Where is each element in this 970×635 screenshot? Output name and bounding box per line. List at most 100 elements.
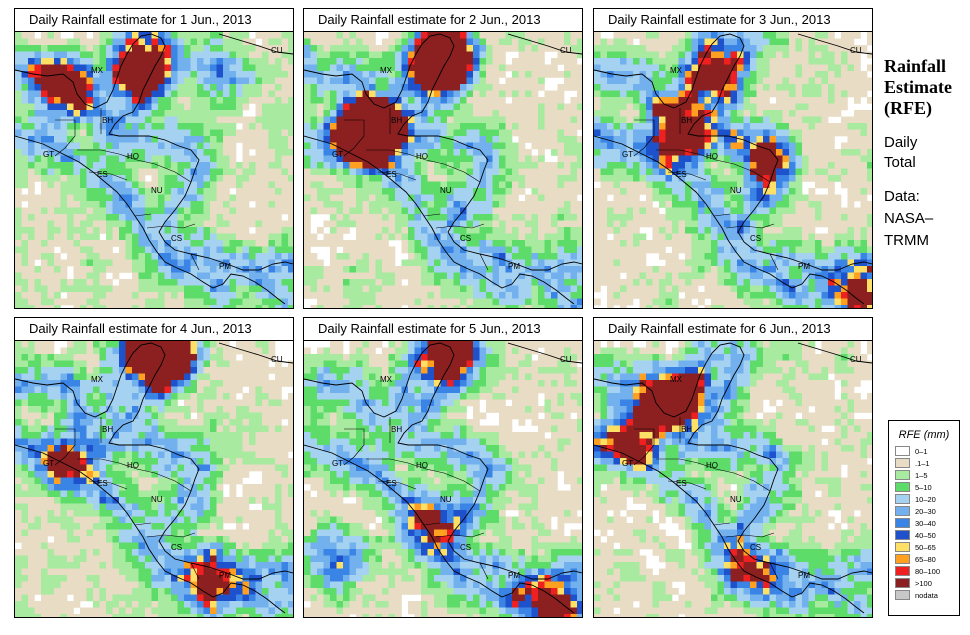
panel-title: Daily Rainfall estimate for 4 Jun., 2013 (15, 318, 293, 341)
country-label-cu: CU (271, 355, 283, 364)
country-label-gt: GT (43, 459, 55, 468)
country-label-ho: HO (706, 461, 718, 470)
period-line-2: Total (884, 154, 916, 171)
country-label-es: ES (386, 479, 397, 488)
map-panel-day-3: Daily Rainfall estimate for 3 Jun., 2013… (593, 8, 873, 309)
legend-swatch (895, 458, 910, 468)
legend-label: 0–1 (915, 446, 928, 456)
panel-title: Daily Rainfall estimate for 3 Jun., 2013 (594, 9, 872, 32)
country-label-cu: CU (271, 46, 283, 55)
panel-title: Daily Rainfall estimate for 6 Jun., 2013 (594, 318, 872, 341)
panel-title: Daily Rainfall estimate for 5 Jun., 2013 (304, 318, 582, 341)
legend-label: 65–80 (915, 554, 936, 564)
country-label-pm: PM (508, 571, 520, 580)
legend-swatch (895, 470, 910, 480)
country-label-cu: CU (850, 355, 862, 364)
legend-label: .1–1 (915, 458, 930, 468)
country-label-pm: PM (508, 262, 520, 271)
data-line-1: Data: (884, 188, 920, 205)
rainfall-raster (15, 32, 293, 308)
legend-swatch (895, 578, 910, 588)
legend-swatch (895, 446, 910, 456)
legend-swatch (895, 566, 910, 576)
legend-item: 50–65 (889, 541, 959, 553)
country-label-gt: GT (43, 150, 55, 159)
country-label-cu: CU (560, 46, 572, 55)
rainfall-raster (304, 341, 582, 617)
legend-label: 5–10 (915, 482, 932, 492)
country-label-pm: PM (798, 571, 810, 580)
country-label-mx: MX (670, 375, 682, 384)
legend-label: 30–40 (915, 518, 936, 528)
period-text: Daily Total (884, 133, 970, 173)
legend-swatch (895, 554, 910, 564)
country-label-nu: NU (440, 495, 452, 504)
legend-item: >100 (889, 577, 959, 589)
legend-items: 0–1 .1–1 1–5 5–10 10–20 20–30 30–40 40–50 50–65 6… (889, 445, 959, 601)
legend-item: 20–30 (889, 505, 959, 517)
country-label-pm: PM (219, 571, 231, 580)
rainfall-map: MX BH GT HO ES NU CS PM CU (304, 341, 582, 617)
country-label-es: ES (676, 479, 687, 488)
country-label-bh: BH (681, 116, 693, 125)
country-label-bh: BH (681, 425, 693, 434)
country-label-ho: HO (127, 152, 139, 161)
legend-item: nodata (889, 589, 959, 601)
country-label-mx: MX (91, 66, 103, 75)
rainfall-raster (594, 341, 872, 617)
legend-label: 40–50 (915, 530, 936, 540)
rainfall-raster (15, 341, 293, 617)
legend-item: 80–100 (889, 565, 959, 577)
panel-title: Daily Rainfall estimate for 1 Jun., 2013 (15, 9, 293, 32)
legend-swatch (895, 590, 910, 600)
rainfall-map: MX BH GT HO ES NU CS PM CU (594, 341, 872, 617)
map-panel-day-1: Daily Rainfall estimate for 1 Jun., 2013… (14, 8, 294, 309)
legend-title: RFE (mm) (898, 429, 950, 441)
legend-swatch (895, 482, 910, 492)
map-panel-day-6: Daily Rainfall estimate for 6 Jun., 2013… (593, 317, 873, 618)
country-label-nu: NU (151, 186, 163, 195)
rainfall-map: MX BH GT HO ES NU CS PM CU (15, 341, 293, 617)
legend: RFE (mm) 0–1 .1–1 1–5 5–10 10–20 20–30 30–40 40… (888, 420, 960, 616)
title-line-3: (RFE) (884, 98, 932, 118)
country-label-bh: BH (391, 116, 403, 125)
legend-item: 5–10 (889, 481, 959, 493)
country-label-ho: HO (416, 461, 428, 470)
country-label-gt: GT (622, 150, 634, 159)
legend-label: nodata (915, 590, 938, 600)
rainfall-map: MX BH GT HO ES NU CS PM CU (15, 32, 293, 308)
legend-swatch (895, 506, 910, 516)
country-label-cs: CS (171, 543, 183, 552)
legend-label: 10–20 (915, 494, 936, 504)
legend-item: 1–5 (889, 469, 959, 481)
data-line-2: NASA– (884, 210, 934, 227)
legend-label: 50–65 (915, 542, 936, 552)
country-label-nu: NU (151, 495, 163, 504)
legend-swatch (895, 542, 910, 552)
country-label-cs: CS (750, 543, 762, 552)
country-label-ho: HO (127, 461, 139, 470)
rainfall-raster (304, 32, 582, 308)
rainfall-map: MX BH GT HO ES NU CS PM CU (304, 32, 582, 308)
data-line-3: TRMM (884, 232, 929, 249)
country-label-nu: NU (730, 186, 742, 195)
legend-label: 80–100 (915, 566, 941, 576)
rainfall-map: MX BH GT HO ES NU CS PM CU (594, 32, 872, 308)
country-label-gt: GT (622, 459, 634, 468)
legend-swatch (895, 518, 910, 528)
country-label-es: ES (97, 479, 108, 488)
country-label-bh: BH (391, 425, 403, 434)
country-label-mx: MX (380, 375, 392, 384)
country-label-cs: CS (460, 234, 472, 243)
country-label-nu: NU (730, 495, 742, 504)
map-panel-day-2: Daily Rainfall estimate for 2 Jun., 2013… (303, 8, 583, 309)
period-line-1: Daily (884, 134, 918, 151)
country-label-ho: HO (416, 152, 428, 161)
legend-item: .1–1 (889, 457, 959, 469)
legend-label: 1–5 (915, 470, 928, 480)
country-label-cs: CS (171, 234, 183, 243)
title-line-1: Rainfall (884, 56, 947, 76)
country-label-mx: MX (670, 66, 682, 75)
country-label-es: ES (97, 170, 108, 179)
country-label-es: ES (676, 170, 687, 179)
